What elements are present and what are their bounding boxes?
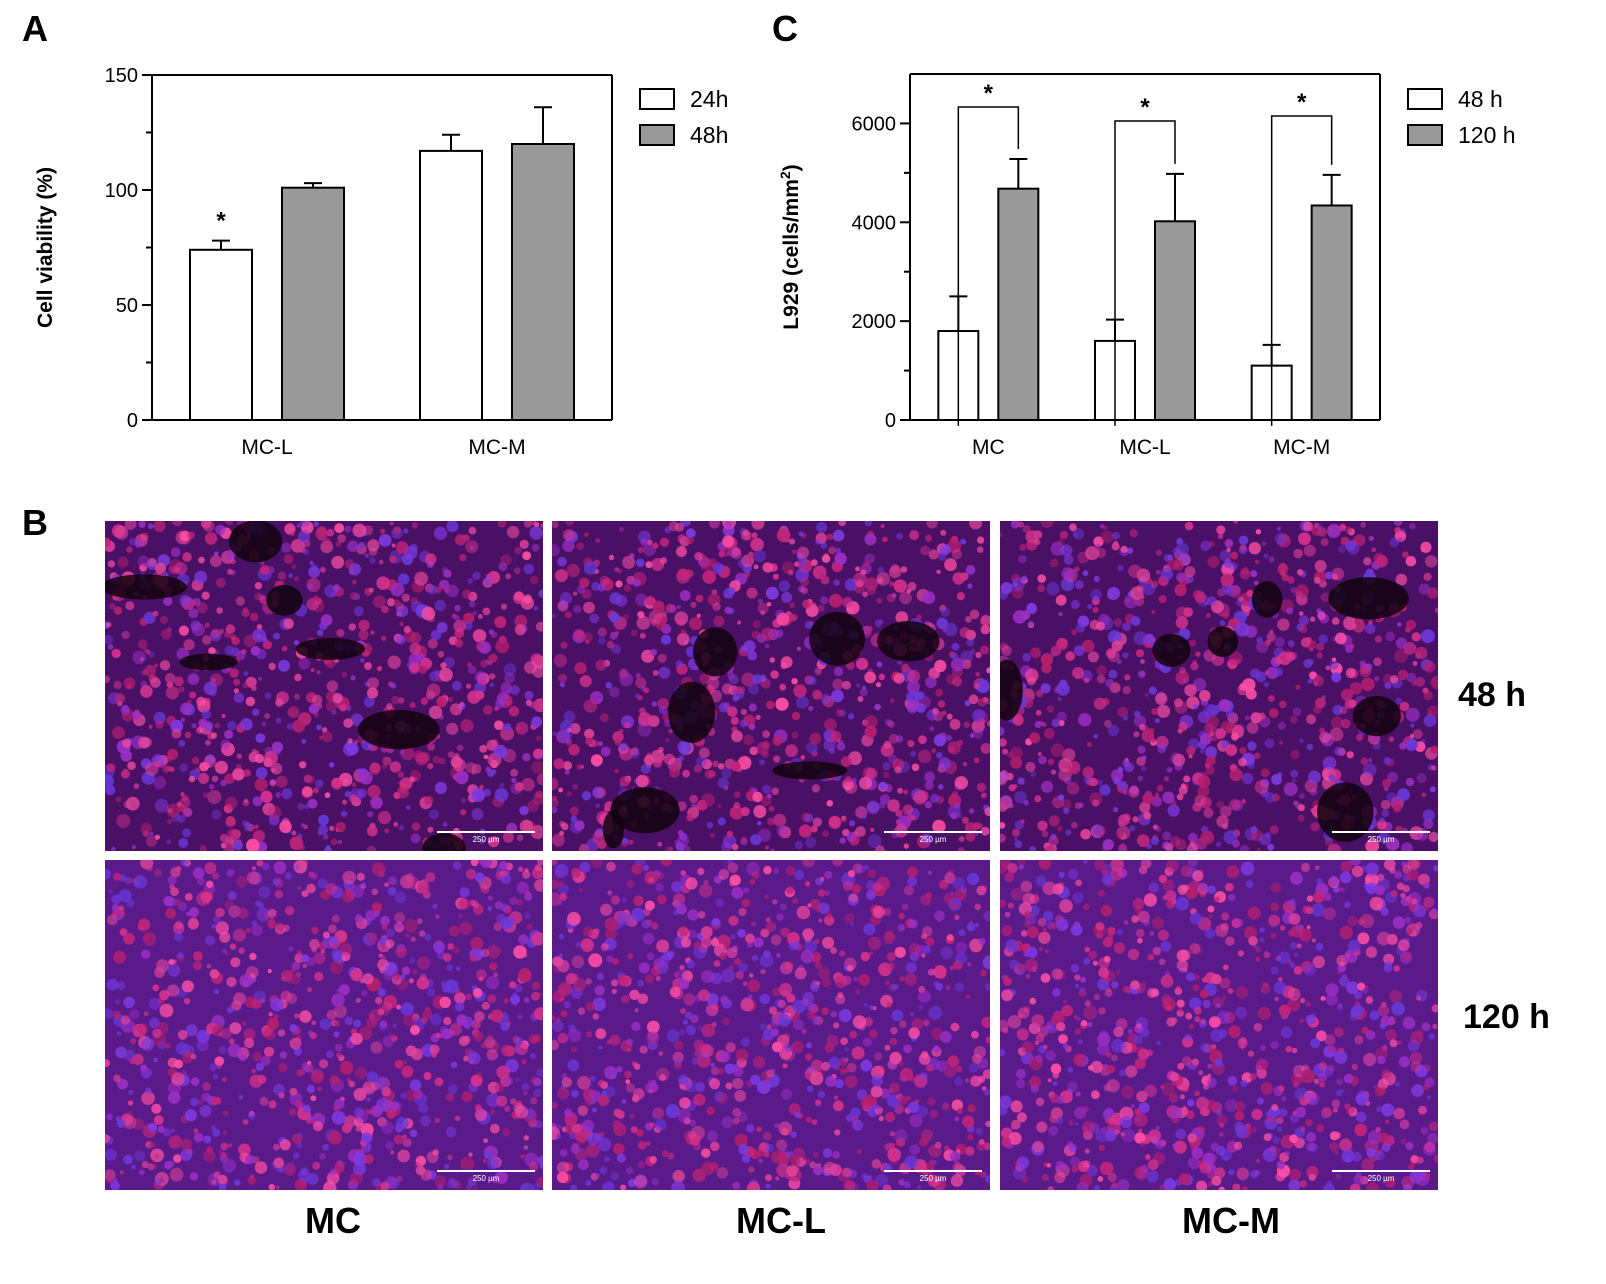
y-tick-label: 0 <box>127 410 138 432</box>
scale-bar <box>1332 1170 1430 1172</box>
scale-bar-label: 250 µm <box>919 835 947 844</box>
micrograph-texture <box>552 521 990 851</box>
scale-bar <box>884 831 982 833</box>
panel-letter-b: B <box>22 502 48 543</box>
x-tick-label-mc: MC <box>972 436 1005 459</box>
significance-bracket-mc-l <box>1114 120 1176 426</box>
cell-free-region <box>1152 633 1191 667</box>
scale-bar-label: 250 µm <box>1367 1174 1395 1183</box>
cell-free-region <box>266 584 303 616</box>
micrograph-mcm-120h <box>1000 860 1438 1190</box>
cell-free-region <box>668 681 716 743</box>
x-tick-label-mc-m: MC-M <box>1273 436 1330 459</box>
micrograph-mc-48h <box>105 521 543 851</box>
bar-mc-m-120-h <box>1310 204 1353 421</box>
micrograph-texture <box>1000 860 1438 1190</box>
cell-free-region <box>610 787 680 834</box>
legend-swatch-48h <box>639 124 675 146</box>
y-tick-label: 4000 <box>852 212 897 234</box>
row-label-48h: 48 h <box>1458 676 1527 714</box>
x-tick-label-mc-m: MC-M <box>468 436 525 459</box>
y-tick-label: 150 <box>105 65 138 87</box>
significance-star-mc-l: * <box>1140 94 1150 121</box>
bar-mc-m-48h <box>511 143 575 421</box>
column-label-mcl: MC-L <box>736 1200 826 1241</box>
column-label-mcm: MC-M <box>1182 1200 1280 1241</box>
y-axis-label: Cell viability (%) <box>34 167 57 328</box>
micrograph-texture <box>105 860 543 1190</box>
chart-c-l929-density: 0 2000 4000 6000 L929 (cells/mm2) MC MC-L MC-M *… <box>777 73 1516 459</box>
significance-bracket-mc-m <box>1270 115 1333 426</box>
column-label-mc: MC <box>305 1200 361 1241</box>
scale-bar-label: 250 µm <box>472 835 500 844</box>
legend-swatch-120-h <box>1407 124 1443 146</box>
cell-free-region <box>105 574 187 600</box>
cell-free-region <box>1251 581 1283 618</box>
bar-mc-l-48h <box>281 186 345 421</box>
legend-swatch-48-h <box>1407 88 1443 110</box>
cell-free-region <box>1207 626 1239 658</box>
cell-free-region <box>809 611 865 666</box>
legend-swatch-24h <box>639 88 675 110</box>
cell-free-region <box>1328 577 1409 620</box>
significance-star-mc-m: * <box>1297 89 1307 116</box>
y-tick-label: 6000 <box>852 113 897 135</box>
significance-star: * <box>216 208 226 235</box>
scale-bar-label: 250 µm <box>472 1174 500 1183</box>
scale-bar <box>1332 831 1430 833</box>
cell-free-region <box>229 521 283 563</box>
cell-layer <box>105 860 543 1190</box>
panel-letter-c: C <box>772 8 798 49</box>
y-tick-label: 2000 <box>852 311 897 333</box>
x-tick-label-mc-l: MC-L <box>241 436 292 459</box>
significance-star-mc: * <box>984 80 994 107</box>
cell-free-region <box>877 621 940 662</box>
cell-free-region <box>1000 659 1023 721</box>
y-tick-label: 0 <box>885 410 896 432</box>
legend-label-48-h: 48 h <box>1458 86 1503 112</box>
y-tick-label: 50 <box>116 295 138 317</box>
y-axis-label-main: L929 (cells/mm <box>780 179 803 330</box>
legend-label-24h: 24h <box>690 86 728 112</box>
y-axis-label: L929 (cells/mm2) <box>777 164 803 329</box>
panel-letter-a: A <box>22 8 48 49</box>
micrograph-mcl-48h <box>552 521 990 851</box>
cell-free-region <box>1317 782 1374 842</box>
cell-free-region <box>179 653 238 671</box>
scale-bar <box>437 1170 535 1172</box>
scale-bar <box>884 1170 982 1172</box>
micrograph-mcl-120h <box>552 860 990 1190</box>
cell-free-region <box>772 761 848 780</box>
x-tick-label-mc-l: MC-L <box>1119 436 1170 459</box>
y-tick-label: 100 <box>105 180 138 202</box>
micrograph-mcm-48h <box>1000 521 1438 851</box>
significance-bracket-mc <box>957 106 1020 426</box>
cell-layer <box>1000 860 1438 1190</box>
micrograph-texture <box>105 521 543 851</box>
legend-label-48h: 48h <box>690 122 728 148</box>
micrograph-texture <box>552 860 990 1190</box>
bar-mc-m-24h <box>419 149 483 421</box>
cell-free-region <box>358 709 440 750</box>
cell-free-region <box>693 627 738 677</box>
chart-a-cell-viability: 0 50 100 150 Cell viability (%) MC-L MC-M * 24h 4… <box>34 65 728 459</box>
micrograph-texture <box>1000 521 1438 851</box>
scale-bar-label: 250 µm <box>1367 835 1395 844</box>
cell-free-region <box>295 637 366 660</box>
y-axis-label-end: ) <box>780 164 803 171</box>
scale-bar <box>437 831 535 833</box>
row-label-120h: 120 h <box>1463 998 1550 1036</box>
y-axis-label-superscript: 2 <box>777 171 793 179</box>
legend-label-120-h: 120 h <box>1458 122 1516 148</box>
cell-free-region <box>422 833 466 851</box>
scale-bar-label: 250 µm <box>919 1174 947 1183</box>
bar-mc-120-h <box>997 187 1040 421</box>
bar-mc-l-120-h <box>1154 220 1196 421</box>
bar-mc-l-24h <box>189 248 253 421</box>
cell-layer <box>552 860 990 1190</box>
micrograph-mc-120h <box>105 860 543 1190</box>
cell-free-region <box>1352 696 1401 737</box>
